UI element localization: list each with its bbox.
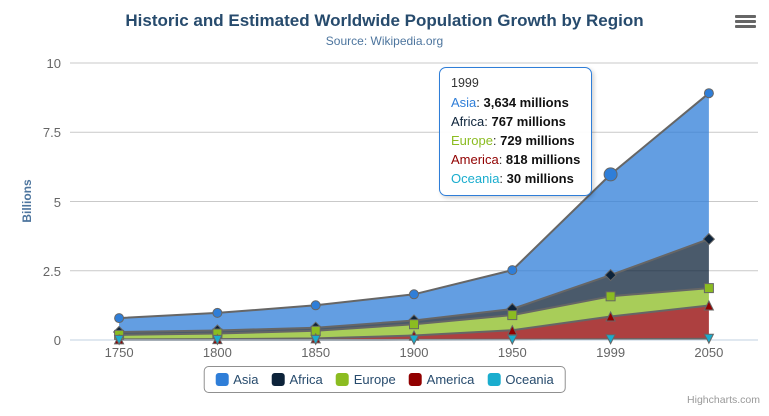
point-oceania-2050[interactable] xyxy=(703,333,715,345)
tooltip: 1999 Asia: 3,634 millions Africa: 767 mil… xyxy=(439,67,593,196)
tooltip-value: 818 millions xyxy=(505,152,581,167)
legend-item-america[interactable]: America xyxy=(408,372,475,387)
tooltip-row-america: America: 818 millions xyxy=(451,150,580,169)
point-asia-1950[interactable] xyxy=(507,265,518,276)
point-oceania-1900[interactable] xyxy=(408,334,420,346)
point-africa-1999[interactable] xyxy=(604,268,617,282)
tooltip-row-europe: Europe: 729 millions xyxy=(451,131,580,150)
area-asia xyxy=(119,93,709,332)
legend-symbol xyxy=(408,373,422,386)
tooltip-rows: Asia: 3,634 millions Africa: 767 millions… xyxy=(451,93,580,188)
legend-label: Europe xyxy=(353,372,396,387)
legend-item-europe[interactable]: Europe xyxy=(335,372,396,387)
export-menu-button[interactable] xyxy=(735,14,757,31)
tooltip-value: 767 millions xyxy=(491,114,566,129)
x-axis-label: 2050 xyxy=(694,345,724,360)
hamburger-icon xyxy=(735,20,756,23)
y-axis-label: 10 xyxy=(46,56,61,71)
y-axis-label: 2.5 xyxy=(42,263,61,279)
point-oceania-1999[interactable] xyxy=(605,334,616,345)
point-asia-1900[interactable] xyxy=(409,289,419,300)
tooltip-row-oceania: Oceania: 30 millions xyxy=(451,169,580,188)
point-asia-1850[interactable] xyxy=(310,300,321,311)
point-africa-2050[interactable] xyxy=(702,232,716,246)
point-europe-2050[interactable] xyxy=(703,283,714,294)
chart-subtitle: Source: Wikipedia.org xyxy=(325,34,444,48)
tooltip-series-name: Africa xyxy=(451,114,485,129)
x-axis-label: 1900 xyxy=(399,345,429,360)
legend: Asia Africa Europe America Oceania xyxy=(203,366,566,393)
hamburger-icon xyxy=(735,25,756,28)
legend-symbol xyxy=(215,373,229,386)
tooltip-separator: : xyxy=(476,95,484,110)
tooltip-separator: : xyxy=(484,114,492,129)
tooltip-value: 3,634 millions xyxy=(483,95,569,110)
legend-label: America xyxy=(426,372,475,387)
x-axis-label: 1850 xyxy=(301,345,331,360)
tooltip-row-africa: Africa: 767 millions xyxy=(451,112,580,131)
x-axis-label: 1999 xyxy=(596,345,626,360)
legend-symbol xyxy=(271,373,285,386)
y-axis-labels: 0 2.5 5 7.5 10 xyxy=(0,56,61,348)
tooltip-series-name: Asia xyxy=(451,95,477,110)
point-oceania-1950[interactable] xyxy=(506,334,518,346)
point-oceania-1850[interactable] xyxy=(310,334,322,346)
point-oceania-1750[interactable] xyxy=(113,334,125,346)
plot-area[interactable] xyxy=(70,62,758,346)
point-asia-2050[interactable] xyxy=(703,88,714,99)
x-axis-label: 1800 xyxy=(202,345,232,360)
tooltip-series-name: America xyxy=(451,152,499,167)
y-axis-label: 0 xyxy=(53,333,61,348)
legend-item-oceania[interactable]: Oceania xyxy=(487,372,554,387)
legend-items: Asia Africa Europe America Oceania xyxy=(215,372,554,387)
tooltip-series-name: Europe xyxy=(451,133,493,148)
legend-label: Asia xyxy=(233,372,259,387)
area-america xyxy=(119,305,709,340)
point-america-1999[interactable] xyxy=(605,310,616,322)
x-axis-label: 1950 xyxy=(497,345,527,360)
credits-link[interactable]: Highcharts.com xyxy=(687,394,760,406)
x-axis-label: 1750 xyxy=(104,345,134,360)
tooltip-separator: : xyxy=(499,171,507,186)
tooltip-series-name: Oceania xyxy=(451,171,500,186)
legend-label: Africa xyxy=(289,372,323,387)
y-axis-label: 7.5 xyxy=(42,125,61,141)
tooltip-row-asia: Asia: 3,634 millions xyxy=(451,93,580,112)
tooltip-separator: : xyxy=(498,152,506,167)
legend-item-asia[interactable]: Asia xyxy=(215,372,259,387)
legend-item-africa[interactable]: Africa xyxy=(271,372,323,387)
point-america-2050[interactable] xyxy=(703,299,715,311)
tooltip-value: 30 millions xyxy=(506,171,574,186)
hovered-point-asia[interactable] xyxy=(603,167,618,182)
chart-title: Historic and Estimated Worldwide Populat… xyxy=(125,11,644,30)
x-axis-labels: 1750 1800 1850 1900 1950 1999 2050 xyxy=(70,345,758,363)
area-africa xyxy=(119,239,709,335)
y-axis-label: 5 xyxy=(53,194,61,210)
point-europe-1900[interactable] xyxy=(409,319,419,330)
point-asia-1750[interactable] xyxy=(114,313,125,324)
tooltip-value: 729 millions xyxy=(500,133,575,148)
tooltip-header: 1999 xyxy=(451,76,479,90)
legend-symbol xyxy=(487,373,501,386)
point-europe-1950[interactable] xyxy=(507,310,518,321)
legend-symbol xyxy=(335,373,349,386)
point-asia-1800[interactable] xyxy=(212,307,223,318)
hamburger-icon xyxy=(735,15,756,18)
point-oceania-1800[interactable] xyxy=(212,334,223,346)
legend-label: Oceania xyxy=(505,372,554,387)
point-europe-1999[interactable] xyxy=(605,291,616,302)
tooltip-separator: : xyxy=(492,133,501,148)
